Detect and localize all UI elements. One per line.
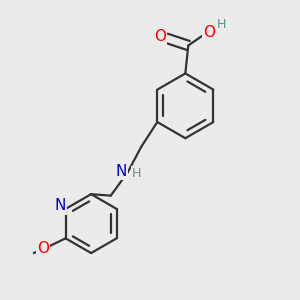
Text: N: N xyxy=(54,198,65,213)
Text: O: O xyxy=(37,241,49,256)
Text: H: H xyxy=(217,18,226,32)
Text: O: O xyxy=(154,29,166,44)
Text: N: N xyxy=(116,164,127,179)
Text: H: H xyxy=(132,167,141,180)
Text: O: O xyxy=(203,25,215,40)
